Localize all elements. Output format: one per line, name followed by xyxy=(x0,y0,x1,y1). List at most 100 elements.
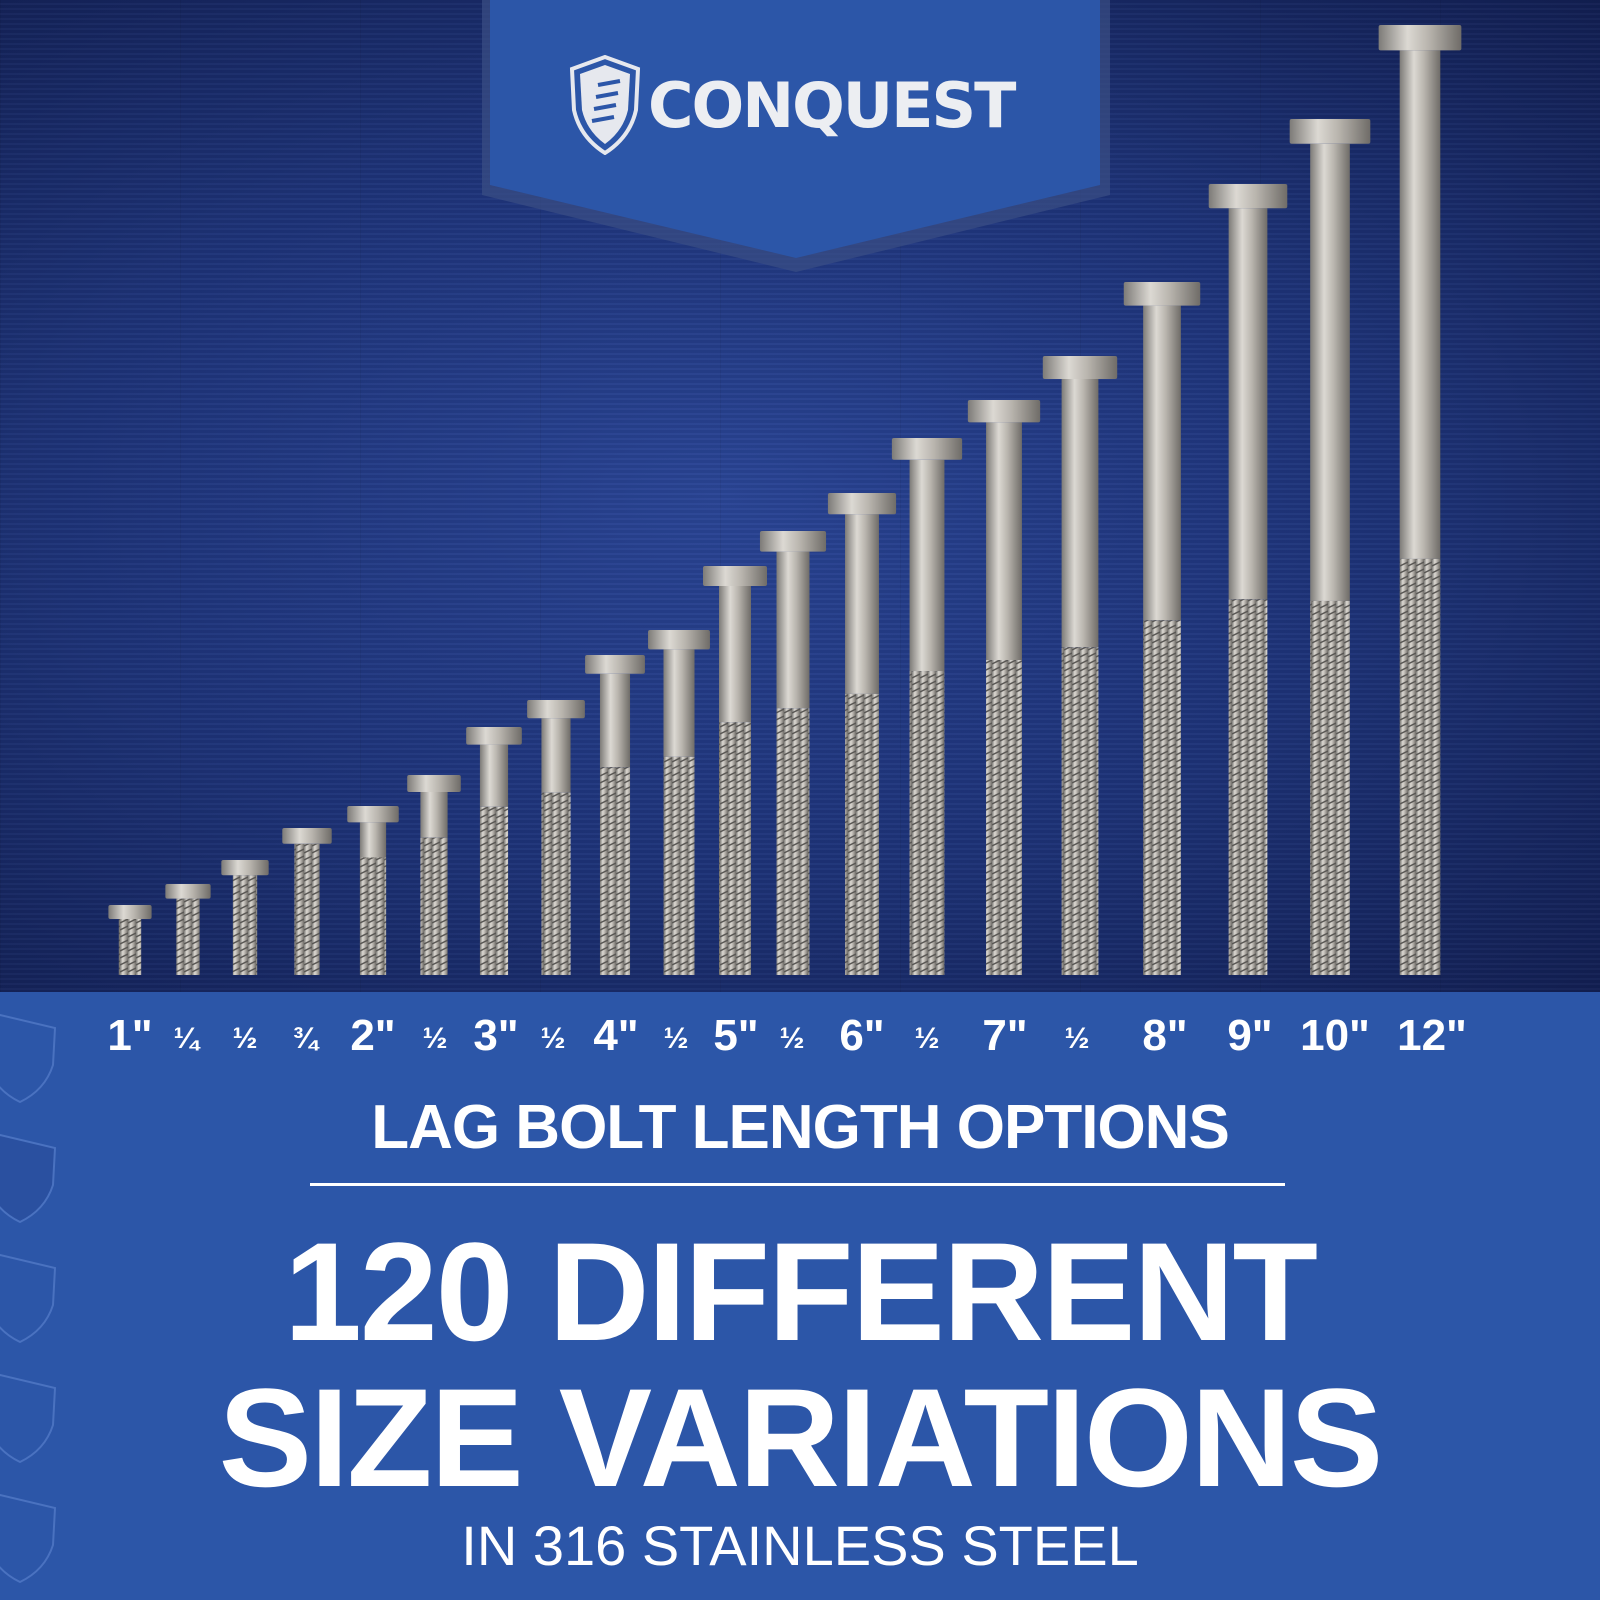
length-label: 8" xyxy=(1142,1011,1188,1060)
length-label: 7" xyxy=(982,1011,1028,1060)
bolt-shank xyxy=(1143,305,1181,621)
bolt-lineup xyxy=(108,25,1462,975)
bolt-head xyxy=(891,438,963,460)
length-label: 6" xyxy=(839,1011,885,1060)
info-panel xyxy=(0,992,1600,1600)
bolt xyxy=(282,828,332,975)
bolt-thread xyxy=(232,875,258,975)
bolt-thread xyxy=(479,806,509,975)
bolt-head xyxy=(165,884,211,899)
bolt-thread xyxy=(541,792,571,975)
bolt-shank xyxy=(663,649,695,757)
shield-outline-icon xyxy=(0,1133,57,1224)
length-label: 4" xyxy=(593,1011,639,1060)
bolt xyxy=(703,566,767,975)
length-label: 5" xyxy=(713,1011,759,1060)
bolt-thread xyxy=(1061,647,1099,975)
bolt-shank xyxy=(719,586,751,723)
bolt xyxy=(1378,25,1462,975)
bolt-shank xyxy=(1061,379,1099,648)
brand-name: CONQUEST xyxy=(648,68,1016,142)
bolt xyxy=(1042,356,1118,975)
bolt-head xyxy=(1208,184,1288,209)
bolt-thread xyxy=(1399,558,1441,975)
bolt-shank xyxy=(479,744,509,807)
length-label: 9" xyxy=(1227,1011,1273,1060)
subtitle-underline xyxy=(310,1183,1285,1186)
bolt-head xyxy=(527,700,585,719)
length-label: ½ xyxy=(422,1022,448,1055)
length-label: 12" xyxy=(1397,1011,1467,1060)
bolt-thread xyxy=(1310,600,1350,975)
bolt-thread xyxy=(176,898,200,975)
bolt-thread xyxy=(663,756,695,975)
bolt-head xyxy=(759,531,827,552)
length-label: ½ xyxy=(232,1022,258,1055)
bolt-head xyxy=(648,630,710,650)
bolt-thread xyxy=(719,722,751,975)
length-label: ½ xyxy=(914,1022,940,1055)
length-label: ¾ xyxy=(292,1022,318,1055)
bolt-head xyxy=(585,655,645,674)
bolt-head xyxy=(1378,25,1462,51)
bolt-head xyxy=(347,806,399,823)
bolt-shank xyxy=(420,792,448,838)
length-label: ½ xyxy=(663,1022,689,1055)
headline-line2: SIZE VARIATIONS xyxy=(218,1359,1384,1516)
tagline: IN 316 STAINLESS STEEL xyxy=(461,1514,1139,1577)
shield-outline-icon xyxy=(0,1253,57,1344)
bolt-thread xyxy=(1143,620,1181,975)
bolt-head xyxy=(108,905,152,919)
bolt xyxy=(891,438,963,975)
bolt xyxy=(407,775,461,975)
bolt xyxy=(827,493,897,975)
shield-screw-icon xyxy=(569,55,641,155)
bolt xyxy=(585,655,645,975)
bolt-head xyxy=(282,828,332,844)
bolt-thread xyxy=(909,671,945,975)
shield-outline-icon xyxy=(0,1373,57,1464)
bolt-shank xyxy=(599,673,631,768)
bolt-thread xyxy=(118,919,142,975)
length-label: 2" xyxy=(350,1011,396,1060)
bolt-shank xyxy=(845,514,879,694)
bolt-head xyxy=(221,860,269,876)
length-label: 10" xyxy=(1300,1011,1370,1060)
bolt xyxy=(527,700,585,975)
bolt-shank xyxy=(359,822,387,858)
shield-outline-icon xyxy=(0,1013,57,1104)
bolt xyxy=(221,860,269,975)
bolt-thread xyxy=(1228,599,1268,975)
bolt-shank xyxy=(1310,143,1350,601)
bolt-thread xyxy=(599,767,631,975)
bolt xyxy=(648,630,710,975)
length-label: ½ xyxy=(1064,1022,1090,1055)
bolt-thread xyxy=(845,693,879,975)
brand-logo: CONQUEST xyxy=(568,55,1016,155)
bolt-head xyxy=(703,566,767,586)
bolt-head xyxy=(1123,282,1201,306)
shield-outline-icon xyxy=(0,1493,57,1584)
bolt-head xyxy=(1289,119,1371,144)
bolt-head xyxy=(1042,356,1118,379)
bolt xyxy=(165,884,211,975)
bolt-shank xyxy=(776,551,810,709)
bolt xyxy=(347,806,399,975)
bolt-thread xyxy=(986,660,1022,975)
length-label: 3" xyxy=(473,1011,519,1060)
bolt xyxy=(1289,119,1371,975)
bolt-thread xyxy=(294,843,320,975)
bolt-head xyxy=(967,400,1041,423)
length-label: ½ xyxy=(779,1022,805,1055)
bolt xyxy=(108,905,152,975)
bolt xyxy=(466,727,522,975)
subtitle: LAG BOLT LENGTH OPTIONS xyxy=(371,1093,1230,1162)
bolt-shank xyxy=(1399,50,1441,559)
bolt-thread xyxy=(359,857,387,975)
bolt xyxy=(967,400,1041,975)
bolt-shank xyxy=(909,459,945,672)
length-label: ¼ xyxy=(173,1022,199,1055)
bolt-head xyxy=(827,493,897,515)
bolt xyxy=(1208,184,1288,975)
bolt-thread xyxy=(776,708,810,975)
